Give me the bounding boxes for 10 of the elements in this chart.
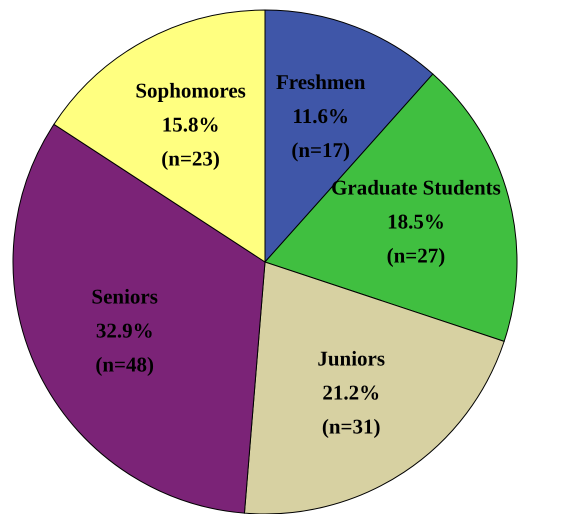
slice-label: Sophomores <box>135 78 246 103</box>
slice-label: Juniors <box>317 346 386 370</box>
slice-label: Seniors <box>91 284 158 309</box>
data-label: 32.9% (n=48) <box>95 318 154 377</box>
slice-label: Graduate Students <box>331 176 501 200</box>
data-label: 11.6% (n=17) <box>291 104 350 162</box>
data-label: 15.8% (n=23) <box>161 112 220 171</box>
data-label: 18.5% (n=27) <box>386 210 446 268</box>
data-label: 21.2% (n=31) <box>322 380 381 438</box>
slice-label: Freshmen <box>276 70 366 94</box>
